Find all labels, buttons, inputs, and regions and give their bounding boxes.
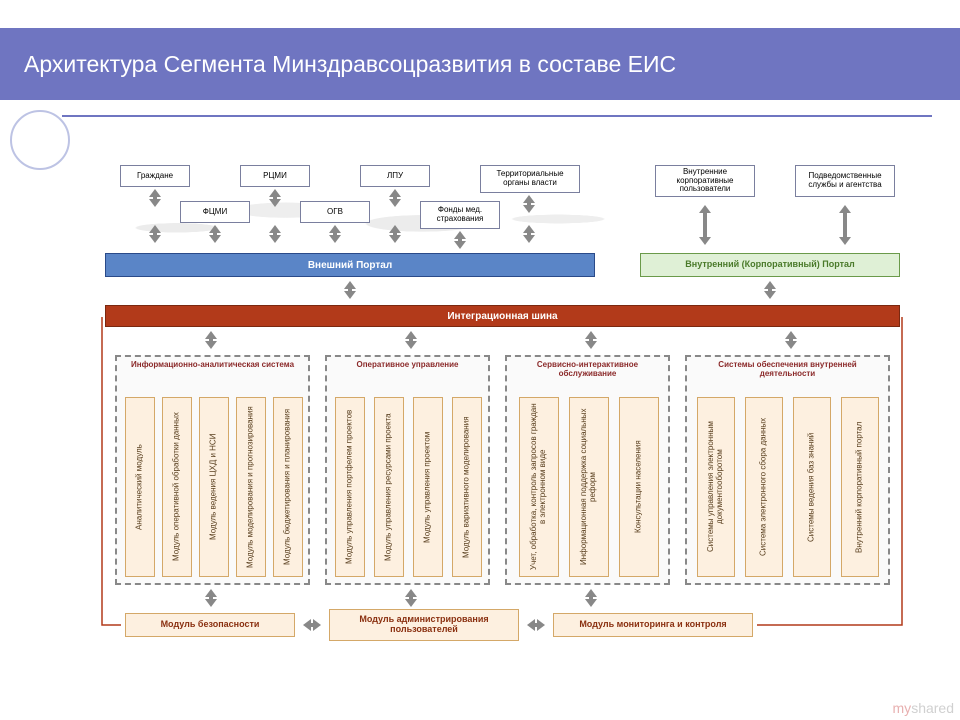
module-box: Консультации населения xyxy=(619,397,659,577)
arrow-icon xyxy=(523,195,535,213)
page-title: Архитектура Сегмента Минздравсоцразвития… xyxy=(24,51,676,78)
actor-rcmi: РЦМИ xyxy=(240,165,310,187)
actor-territorial: Территориальные органы власти xyxy=(480,165,580,193)
module-box: Системы управления электронным документо… xyxy=(697,397,735,577)
arrow-icon xyxy=(585,589,597,607)
arrow-icon xyxy=(523,225,535,243)
module-box: Информационная поддержка социальных рефо… xyxy=(569,397,609,577)
arrow-icon xyxy=(527,619,545,631)
actor-lpu: ЛПУ xyxy=(360,165,430,187)
arrow-icon xyxy=(405,589,417,607)
module-box: Модуль вариативного моделирования xyxy=(452,397,482,577)
arrow-icon xyxy=(205,331,217,349)
actor-fcmi: ФЦМИ xyxy=(180,201,250,223)
actor-corp-users: Внутренние корпоративные пользователи xyxy=(655,165,755,197)
module-box: Учет, обработка, контроль запросов гражд… xyxy=(519,397,559,577)
module-box: Модуль ведения ЦХД и НСИ xyxy=(199,397,229,577)
arrow-icon xyxy=(149,189,161,207)
module-box: Модуль управления портфелем проектов xyxy=(335,397,365,577)
module-box: Модуль оперативной обработки данных xyxy=(162,397,192,577)
arrow-icon xyxy=(454,231,466,249)
arrow-icon xyxy=(585,331,597,349)
arrow-icon xyxy=(269,225,281,243)
arrow-icon xyxy=(764,281,776,299)
module-box: Модуль управления ресурсами проекта xyxy=(374,397,404,577)
arrow-icon xyxy=(405,331,417,349)
arrow-icon xyxy=(389,225,401,243)
bullet-circle xyxy=(10,110,70,170)
arrow-icon xyxy=(149,225,161,243)
divider-line xyxy=(62,115,932,123)
group-service: Сервисно-интерактивное обслуживание Учет… xyxy=(505,355,670,585)
arrow-icon xyxy=(699,205,711,245)
actor-funds: Фонды мед. страхования xyxy=(420,201,500,229)
architecture-diagram: Граждане РЦМИ ЛПУ Территориальные органы… xyxy=(95,165,905,675)
actor-agencies: Подведомственные службы и агентства xyxy=(795,165,895,197)
group-analytics: Информационно-аналитическая система Анал… xyxy=(115,355,310,585)
module-box: Система электронного сбора данных xyxy=(745,397,783,577)
actor-ogv: ОГВ xyxy=(300,201,370,223)
arrow-icon xyxy=(389,189,401,207)
module-user-admin: Модуль администрирования пользователей xyxy=(329,609,519,641)
module-monitoring: Модуль мониторинга и контроля xyxy=(553,613,753,637)
arrow-icon xyxy=(329,225,341,243)
integration-bus: Интеграционная шина xyxy=(105,305,900,327)
group-operational: Оперативное управление Модуль управления… xyxy=(325,355,490,585)
external-portal: Внешний Портал xyxy=(105,253,595,277)
arrow-icon xyxy=(785,331,797,349)
group-title: Оперативное управление xyxy=(327,361,488,370)
arrow-icon xyxy=(344,281,356,299)
title-band: Архитектура Сегмента Минздравсоцразвития… xyxy=(0,28,960,100)
module-box: Системы ведения баз знаний xyxy=(793,397,831,577)
module-box: Внутренний корпоративный портал xyxy=(841,397,879,577)
actor-citizens: Граждане xyxy=(120,165,190,187)
group-title: Системы обеспечения внутренней деятельно… xyxy=(687,361,888,379)
group-title: Сервисно-интерактивное обслуживание xyxy=(507,361,668,379)
module-box: Аналитический модуль xyxy=(125,397,155,577)
arrow-icon xyxy=(205,589,217,607)
arrow-icon xyxy=(209,225,221,243)
internal-portal: Внутренний (Корпоративный) Портал xyxy=(640,253,900,277)
arrow-icon xyxy=(303,619,321,631)
arrow-icon xyxy=(839,205,851,245)
module-box: Модуль бюджетирования и планирования xyxy=(273,397,303,577)
watermark: myshared xyxy=(893,700,954,716)
module-security: Модуль безопасности xyxy=(125,613,295,637)
module-box: Модуль моделирования и прогнозирования xyxy=(236,397,266,577)
module-box: Модуль управления проектом xyxy=(413,397,443,577)
arrow-icon xyxy=(269,189,281,207)
group-internal-systems: Системы обеспечения внутренней деятельно… xyxy=(685,355,890,585)
group-title: Информационно-аналитическая система xyxy=(117,361,308,370)
